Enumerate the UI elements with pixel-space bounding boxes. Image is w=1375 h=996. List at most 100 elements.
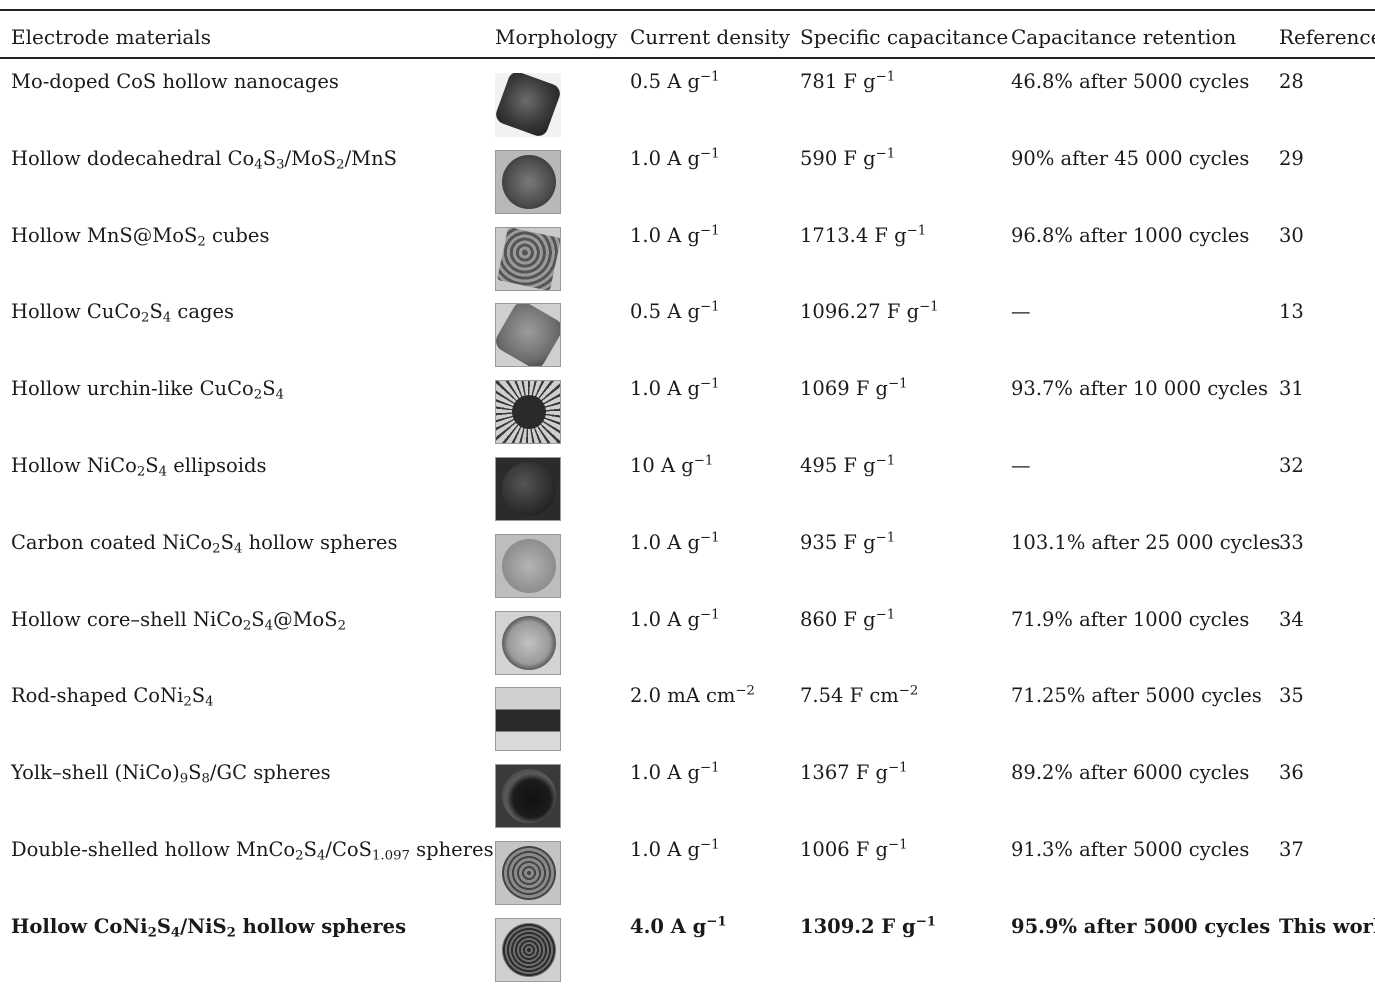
table-top-rule	[0, 9, 1375, 11]
morphology-image	[495, 303, 561, 368]
header-morphology: Morphology	[495, 25, 618, 49]
electrode-material: Hollow core–shell NiCo2S4@MoS2	[11, 607, 347, 634]
current-density: 0.5 A g−1	[630, 300, 720, 324]
table-row: Carbon coated NiCo2S4 hollow spheres 1.0 …	[0, 524, 1375, 601]
capacitance-retention: —	[1011, 300, 1031, 324]
electrode-material: Hollow MnS@MoS2 cubes	[11, 223, 270, 250]
reference: 31	[1279, 377, 1304, 401]
capacitance-retention: 46.8% after 5000 cycles	[1011, 70, 1250, 93]
specific-capacitance: 1309.2 F g−1	[800, 914, 937, 938]
morphology-particle	[495, 73, 561, 137]
morphology-image	[495, 226, 561, 291]
table-row: Hollow dodecahedral Co4S3/MoS2/MnS 1.0 A …	[0, 140, 1375, 217]
table-row: Double-shelled hollow MnCo2S4/CoS1.097 s…	[0, 831, 1375, 908]
electrode-material: Hollow urchin-like CuCo2S4	[11, 377, 284, 403]
morphology-image	[495, 380, 561, 445]
morphology-image	[495, 917, 561, 982]
reference: 29	[1279, 146, 1304, 170]
specific-capacitance: 781 F g−1	[800, 69, 896, 93]
reference: 34	[1279, 607, 1304, 631]
morphology-image	[495, 73, 561, 137]
electrode-material: Rod-shaped CoNi2S4	[11, 684, 214, 711]
reference: 13	[1279, 300, 1304, 324]
capacitance-retention: 71.25% after 5000 cycles	[1011, 684, 1262, 708]
reference: 32	[1279, 454, 1304, 477]
table-row: Hollow core–shell NiCo2S4@MoS2 1.0 A g−1 8…	[0, 601, 1375, 678]
current-density: 0.5 A g−1	[630, 69, 720, 93]
current-density: 10 A g−1	[630, 453, 714, 477]
morphology-particle	[502, 846, 556, 900]
current-density: 1.0 A g−1	[630, 223, 720, 247]
capacitance-retention: 96.8% after 1000 cycles	[1011, 223, 1250, 247]
current-density: 1.0 A g−1	[630, 376, 720, 401]
morphology-particle	[502, 154, 556, 209]
current-density: 1.0 A g−1	[630, 530, 720, 554]
capacitance-retention: 71.9% after 1000 cycles	[1011, 607, 1250, 631]
table-row: Mo-doped CoS hollow nanocages 0.5 A g−1 78…	[0, 63, 1375, 140]
header-capacitance-retention: Capacitance retention	[1011, 25, 1237, 49]
specific-capacitance: 1069 F g−1	[800, 376, 908, 401]
morphology-particle	[502, 769, 556, 824]
capacitance-retention: 91.3% after 5000 cycles	[1011, 838, 1250, 861]
specific-capacitance: 935 F g−1	[800, 530, 896, 554]
table-row: Hollow MnS@MoS2 cubes 1.0 A g−1 1713.4 F g…	[0, 217, 1375, 294]
reference: 37	[1279, 838, 1304, 861]
morphology-image	[495, 764, 561, 829]
morphology-particle	[496, 304, 560, 367]
header-current-density: Current density	[630, 25, 790, 49]
morphology-image	[495, 457, 561, 521]
electrode-material: Hollow CuCo2S4 cages	[11, 300, 235, 327]
current-density: 2.0 mA cm−2	[630, 684, 755, 708]
electrode-material: Mo-doped CoS hollow nanocages	[11, 70, 339, 93]
table-row: Yolk–shell (NiCo)9S8/GC spheres 1.0 A g−1…	[0, 754, 1375, 831]
header-electrode-materials: Electrode materials	[11, 25, 211, 49]
capacitance-retention: 89.2% after 6000 cycles	[1011, 761, 1250, 785]
table-row: Hollow urchin-like CuCo2S4 1.0 A g−1 1069 …	[0, 370, 1375, 447]
table-row: Hollow CoNi2S4/NiS2 hollow spheres 4.0 A …	[0, 908, 1375, 985]
morphology-image	[495, 841, 561, 905]
reference: 36	[1279, 761, 1304, 785]
specific-capacitance: 860 F g−1	[800, 607, 896, 631]
morphology-particle	[502, 462, 556, 516]
capacitance-retention: 93.7% after 10 000 cycles	[1011, 377, 1268, 401]
current-density: 1.0 A g−1	[630, 607, 720, 631]
capacitance-retention: 103.1% after 25 000 cycles	[1011, 530, 1281, 554]
capacitance-retention: 95.9% after 5000 cycles	[1011, 914, 1271, 938]
specific-capacitance: 495 F g−1	[800, 453, 896, 477]
current-density: 1.0 A g−1	[630, 146, 720, 170]
header-reference: Reference	[1279, 25, 1375, 49]
morphology-image	[495, 149, 561, 214]
morphology-particle	[502, 922, 556, 977]
morphology-image	[495, 687, 561, 752]
specific-capacitance: 590 F g−1	[800, 146, 896, 170]
specific-capacitance: 1367 F g−1	[800, 760, 908, 785]
electrode-material: Hollow dodecahedral Co4S3/MoS2/MnS	[11, 146, 398, 173]
reference: This work	[1279, 914, 1375, 938]
electrode-material: Hollow NiCo2S4 ellipsoids	[11, 454, 267, 480]
morphology-particle	[512, 395, 546, 430]
header-specific-capacitance: Specific capacitance	[800, 25, 1009, 49]
reference: 35	[1279, 684, 1304, 708]
table-header-rule	[0, 57, 1375, 59]
reference: 28	[1279, 70, 1304, 93]
specific-capacitance: 1096.27 F g−1	[800, 300, 939, 324]
electrode-material: Hollow CoNi2S4/NiS2 hollow spheres	[11, 914, 407, 941]
capacitance-retention: —	[1011, 454, 1031, 477]
specific-capacitance: 1006 F g−1	[800, 837, 908, 861]
morphology-particle	[496, 227, 560, 290]
current-density: 1.0 A g−1	[630, 760, 720, 785]
morphology-image	[495, 533, 561, 598]
capacitance-retention: 90% after 45 000 cycles	[1011, 146, 1250, 170]
current-density: 4.0 A g−1	[630, 914, 727, 938]
electrode-material: Double-shelled hollow MnCo2S4/CoS1.097 s…	[11, 838, 494, 864]
electrode-material: Carbon coated NiCo2S4 hollow spheres	[11, 530, 398, 557]
specific-capacitance: 1713.4 F g−1	[800, 223, 927, 247]
morphology-image	[495, 610, 561, 675]
morphology-particle	[502, 538, 556, 593]
reference: 33	[1279, 530, 1304, 554]
current-density: 1.0 A g−1	[630, 837, 720, 861]
electrode-material: Yolk–shell (NiCo)9S8/GC spheres	[11, 761, 331, 787]
table-row: Rod-shaped CoNi2S4 2.0 mA cm−2 7.54 F cm−2…	[0, 677, 1375, 754]
table-row: Hollow CuCo2S4 cages 0.5 A g−1 1096.27 F g…	[0, 293, 1375, 370]
reference: 30	[1279, 223, 1304, 247]
